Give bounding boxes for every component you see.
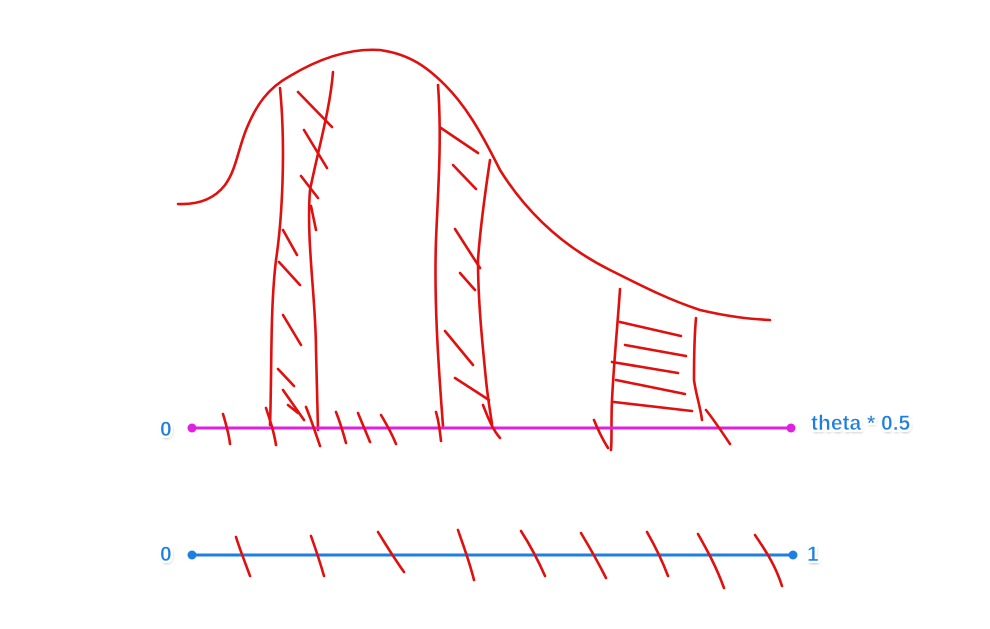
scaled-axis-end-label: theta * 0.5 — [811, 412, 911, 435]
unit-axis-ticks — [234, 528, 784, 590]
unit-axis-end-label: 1 — [807, 543, 819, 566]
scaled-axis — [187, 423, 796, 433]
scaled-axis-ticks — [221, 403, 732, 450]
unit-axis — [187, 550, 798, 560]
hatched-region-2 — [434, 83, 494, 428]
scaled-axis-start-label: 0 — [160, 418, 172, 441]
unit-axis-end-dot — [788, 550, 798, 560]
hatched-region-3 — [609, 287, 704, 452]
unit-axis-start-label: 0 — [160, 543, 172, 566]
scaled-axis-start-dot — [187, 423, 197, 433]
scaled-axis-end-dot — [786, 423, 796, 433]
distribution-curve — [176, 48, 772, 322]
unit-axis-start-dot — [187, 550, 197, 560]
hatched-region-1 — [268, 70, 335, 432]
